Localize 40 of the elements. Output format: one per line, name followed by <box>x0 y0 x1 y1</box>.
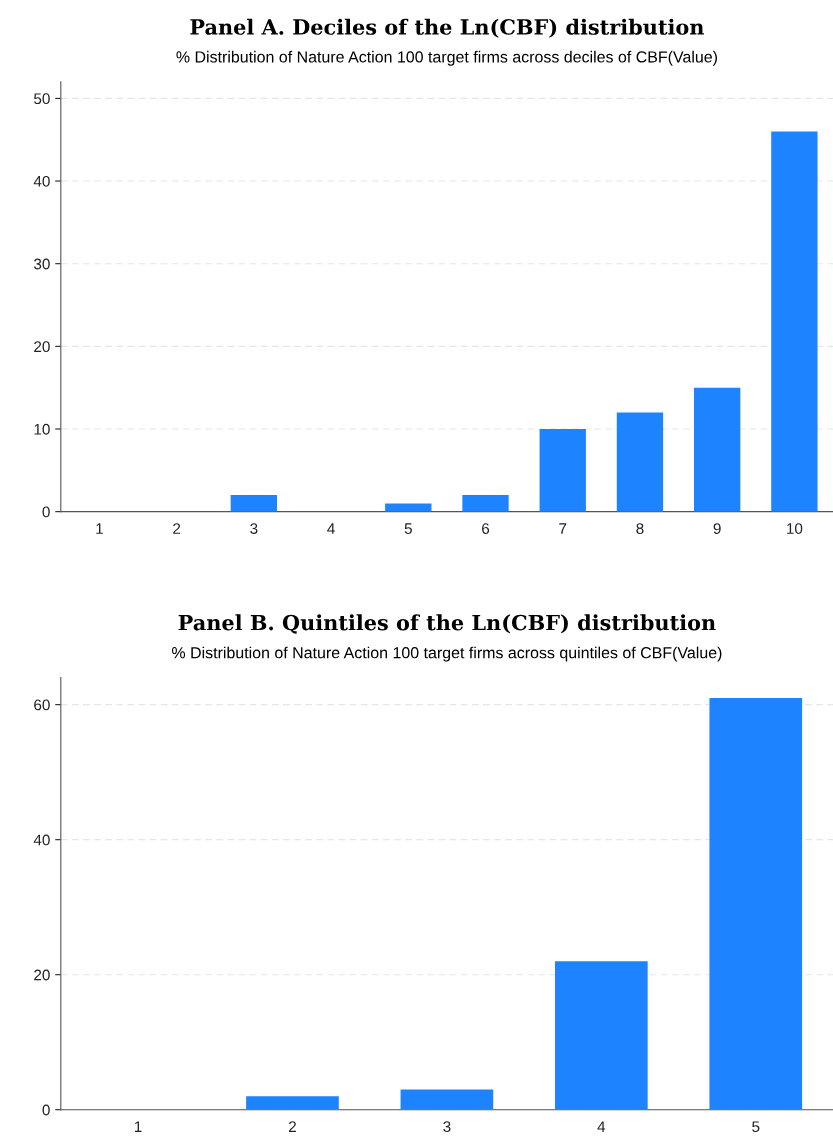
x-tick-label: 2 <box>288 1121 296 1132</box>
y-tick-label: 40 <box>33 834 50 846</box>
bar <box>694 387 741 512</box>
y-tick-label: 40 <box>33 175 50 187</box>
y-tick-label: 60 <box>34 699 50 711</box>
bar <box>230 495 278 512</box>
bar <box>616 412 664 512</box>
bar <box>771 131 818 512</box>
x-tick-label: 7 <box>559 523 567 534</box>
x-tick-label: 3 <box>443 1121 451 1133</box>
x-tick-label: 3 <box>250 523 258 534</box>
x-tick-label: 5 <box>752 1121 760 1133</box>
y-tick-label: 0 <box>42 506 50 518</box>
x-tick-label: 4 <box>327 523 335 534</box>
bar <box>462 495 509 512</box>
y-tick-label: 10 <box>34 423 50 435</box>
x-tick-label: 1 <box>96 523 103 534</box>
x-tick-label: 2 <box>173 523 181 534</box>
y-tick-label: 50 <box>34 93 50 105</box>
chart-subtitle: % Distribution of Nature Action 100 target firms across quintiles of CBF(Value) <box>171 646 722 662</box>
bar <box>709 697 803 1110</box>
bar <box>539 429 586 512</box>
y-tick-label: 30 <box>33 258 50 270</box>
y-tick-label: 20 <box>34 341 50 353</box>
y-tick-label: 0 <box>42 1104 50 1116</box>
chart-title: Panel A. Deciles of the Ln(CBF) distribution <box>190 18 704 38</box>
bar <box>555 961 648 1110</box>
bar <box>400 1089 494 1110</box>
x-tick-label: 1 <box>134 1121 142 1132</box>
bar <box>385 503 432 512</box>
x-tick-label: 4 <box>597 1121 606 1132</box>
chart-subtitle: % Distribution of Nature Action 100 target firms across deciles of CBF(Value) <box>176 50 717 66</box>
x-tick-label: 5 <box>404 523 412 534</box>
bar <box>246 1096 339 1110</box>
y-tick-label: 20 <box>34 969 50 981</box>
x-tick-label: 8 <box>636 523 644 534</box>
x-tick-label: 6 <box>482 523 490 534</box>
chart-title: Panel B. Quintiles of the Ln(CBF) distribution <box>178 614 716 634</box>
x-tick-label: 10 <box>787 523 803 534</box>
x-tick-label: 9 <box>713 523 721 534</box>
